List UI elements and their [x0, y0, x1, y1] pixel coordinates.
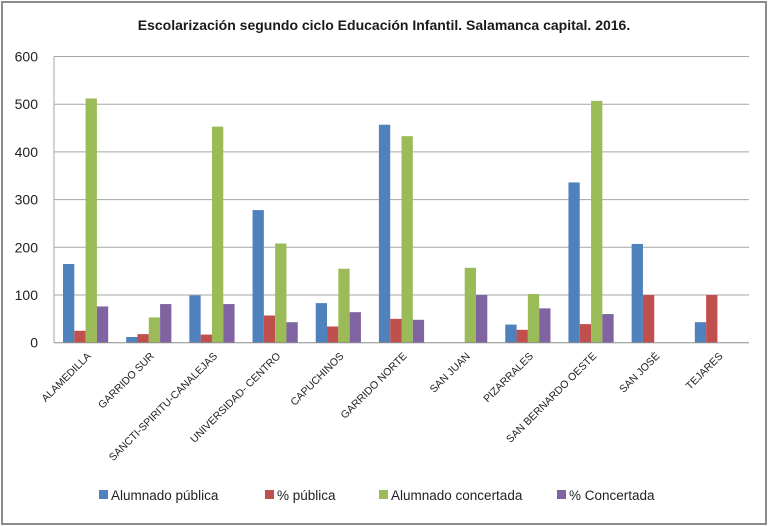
- bar: [160, 304, 172, 343]
- bar-group: [126, 304, 172, 343]
- bar: [263, 315, 276, 343]
- y-tick-label: 400: [15, 144, 39, 160]
- bar: [200, 334, 212, 343]
- bar: [631, 243, 643, 343]
- legend-label: % pública: [277, 488, 336, 503]
- y-tick-label: 200: [15, 239, 39, 255]
- x-tick-label: SAN JUAN: [428, 350, 473, 395]
- x-tick-label: PIZARRALES: [481, 350, 536, 405]
- bar: [74, 330, 86, 343]
- legend-label: % Concertada: [569, 488, 655, 503]
- bar: [327, 326, 339, 343]
- bar: [211, 126, 224, 343]
- bar: [126, 336, 138, 343]
- bar-group: [694, 295, 718, 343]
- x-axis-ticks: ALAMEDILLA GARRIDO SURSANCTI-SPIRITU-CANA…: [39, 350, 725, 464]
- bar: [579, 324, 592, 343]
- bar: [516, 329, 528, 343]
- bar: [252, 210, 264, 343]
- bar: [539, 308, 551, 343]
- legend-item: % Concertada: [557, 488, 655, 503]
- bar: [338, 268, 350, 343]
- bar: [189, 295, 201, 343]
- bar: [401, 136, 413, 343]
- bar: [349, 312, 361, 343]
- bar: [96, 306, 109, 343]
- bar-group: [568, 100, 614, 343]
- legend-item: Alumnado concertada: [379, 488, 523, 503]
- bar: [602, 314, 614, 343]
- legend-label: Alumnado concertada: [391, 488, 523, 503]
- bar: [642, 295, 655, 343]
- bar: [286, 322, 298, 343]
- bar: [475, 295, 488, 343]
- x-tick-label: SAN JOSÉ: [616, 350, 662, 396]
- bar: [390, 318, 402, 343]
- x-tick-label: SANCTI-SPIRITU-CANALEJAS: [107, 350, 220, 463]
- bar-group: [631, 243, 655, 343]
- bar: [275, 243, 287, 343]
- legend-swatch: [99, 490, 108, 499]
- bars: [63, 98, 718, 343]
- x-tick-label: CAPUCHINOS: [288, 350, 346, 408]
- bar: [412, 319, 425, 343]
- bar: [527, 294, 540, 343]
- bar: [315, 303, 328, 343]
- bar: [505, 324, 517, 343]
- legend-swatch: [265, 490, 274, 499]
- legend-item: % pública: [265, 488, 336, 503]
- bar-group: [63, 98, 109, 343]
- bar: [464, 267, 476, 343]
- bar: [148, 317, 161, 343]
- bar: [223, 304, 235, 343]
- legend-swatch: [557, 490, 566, 499]
- bar: [591, 100, 603, 343]
- bar: [706, 295, 718, 343]
- legend-label: Alumnado pública: [111, 488, 219, 503]
- bar: [63, 263, 75, 343]
- y-tick-label: 300: [15, 192, 39, 208]
- x-tick-label: GARRIDO SUR: [96, 350, 157, 411]
- y-tick-label: 500: [15, 96, 39, 112]
- bar: [378, 124, 391, 343]
- y-tick-label: 600: [15, 49, 39, 65]
- bar-group: [189, 126, 235, 343]
- legend: Alumnado pública % pública Alumnado concer…: [99, 488, 655, 503]
- bar-group: [252, 210, 298, 343]
- bar-group: [505, 294, 551, 343]
- chart-title: Escolarización segundo ciclo Educación I…: [138, 17, 631, 33]
- y-tick-label: 0: [30, 335, 38, 351]
- bar-group: [464, 267, 488, 343]
- y-axis-ticks: 0 100 200 300 400 500 600: [15, 49, 39, 351]
- bar-group: [315, 268, 361, 343]
- legend-swatch: [379, 490, 388, 499]
- bar-group: [378, 124, 425, 343]
- y-tick-label: 100: [15, 287, 39, 303]
- x-tick-label: ALAMEDILLA: [39, 350, 93, 404]
- x-tick-label: TEJARES: [684, 350, 726, 392]
- x-tick-label: GARRIDO NORTE: [339, 350, 410, 421]
- bar: [137, 334, 149, 343]
- legend-item: Alumnado pública: [99, 488, 219, 503]
- bar: [85, 98, 97, 343]
- bar: [694, 322, 707, 343]
- bar: [568, 182, 580, 343]
